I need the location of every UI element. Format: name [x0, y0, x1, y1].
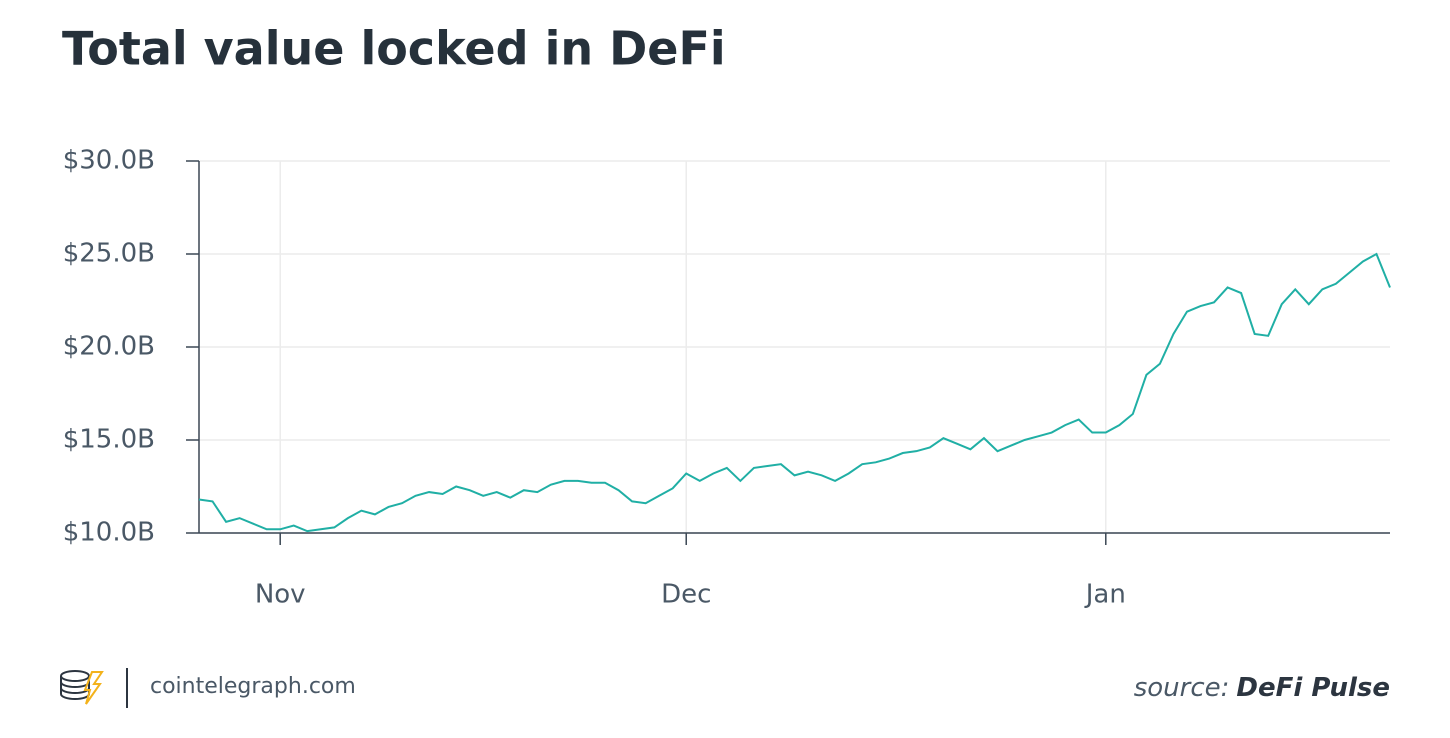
source: source: DeFi Pulse — [1134, 673, 1390, 703]
data-line — [198, 252, 1391, 533]
y-tick-label: $15.0B — [63, 425, 155, 455]
y-tick-label: $30.0B — [63, 146, 155, 176]
source-name: DeFi Pulse — [1236, 673, 1390, 703]
x-tick-label: Jan — [1084, 580, 1126, 610]
y-tick-label: $20.0B — [63, 332, 155, 362]
site-name: cointelegraph.com — [150, 674, 356, 699]
y-tick-label: $10.0B — [63, 518, 155, 548]
chart-title: Total value locked in DeFi — [62, 22, 726, 76]
y-tick-label: $25.0B — [63, 239, 155, 269]
logo — [60, 670, 104, 705]
x-tick-label: Dec — [661, 580, 711, 610]
x-tick-label: Nov — [255, 580, 306, 610]
source-label: source: — [1134, 673, 1230, 703]
